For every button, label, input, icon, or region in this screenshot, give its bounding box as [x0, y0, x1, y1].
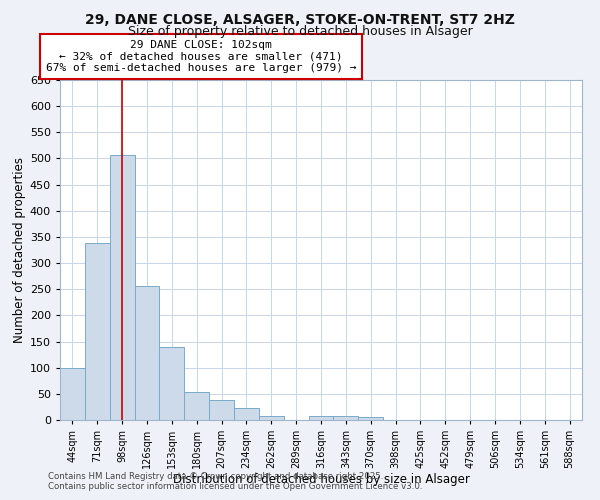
Bar: [209, 400, 234, 420]
Bar: [160, 347, 184, 420]
Text: Contains HM Land Registry data © Crown copyright and database right 2025.: Contains HM Land Registry data © Crown c…: [48, 472, 383, 481]
Bar: [308, 416, 334, 420]
Bar: [334, 416, 358, 420]
Bar: [259, 416, 284, 420]
Bar: [85, 243, 110, 420]
Text: Contains public sector information licensed under the Open Government Licence v3: Contains public sector information licen…: [48, 482, 422, 491]
Text: 29, DANE CLOSE, ALSAGER, STOKE-ON-TRENT, ST7 2HZ: 29, DANE CLOSE, ALSAGER, STOKE-ON-TRENT,…: [85, 12, 515, 26]
Text: 29 DANE CLOSE: 102sqm
← 32% of detached houses are smaller (471)
67% of semi-det: 29 DANE CLOSE: 102sqm ← 32% of detached …: [46, 40, 356, 73]
Text: Size of property relative to detached houses in Alsager: Size of property relative to detached ho…: [128, 25, 472, 38]
Bar: [60, 368, 85, 420]
Bar: [110, 155, 134, 420]
Bar: [234, 408, 259, 420]
Bar: [134, 286, 160, 420]
Bar: [358, 418, 383, 420]
Y-axis label: Number of detached properties: Number of detached properties: [13, 157, 26, 343]
Bar: [184, 392, 209, 420]
X-axis label: Distribution of detached houses by size in Alsager: Distribution of detached houses by size …: [173, 472, 469, 486]
